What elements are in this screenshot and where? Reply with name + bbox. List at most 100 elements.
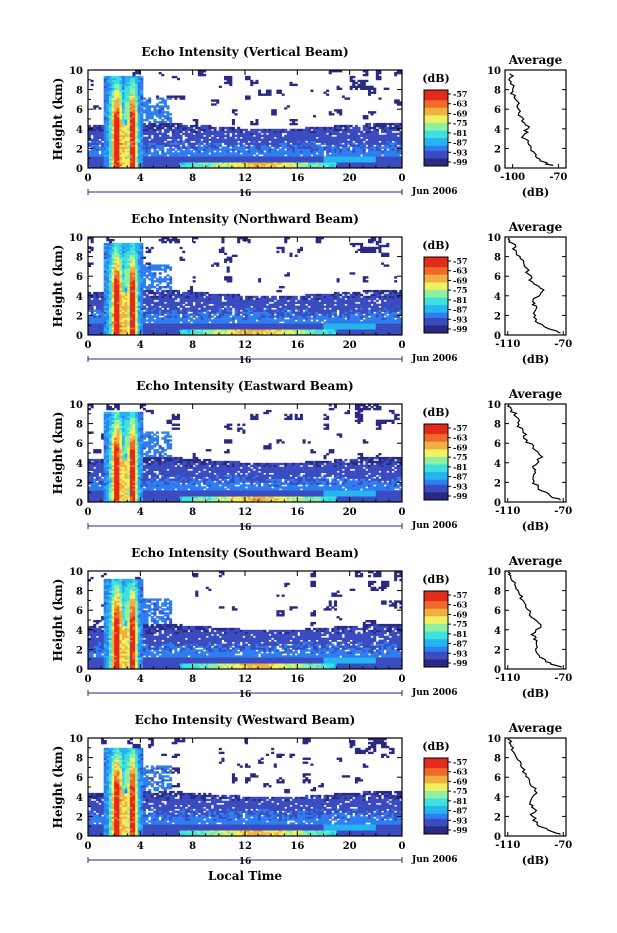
echo-cell xyxy=(258,129,261,131)
echo-cell xyxy=(227,276,230,278)
echo-cell xyxy=(240,311,243,313)
echo-cell xyxy=(104,76,107,78)
echo-cell xyxy=(287,131,290,133)
echo-cell xyxy=(339,125,342,127)
colorbar-swatch xyxy=(424,123,448,126)
echo-cell xyxy=(211,319,214,321)
echo-cell xyxy=(180,323,183,325)
echo-cell xyxy=(164,241,167,243)
heatmap xyxy=(88,70,402,168)
echo-cell xyxy=(284,129,287,131)
y-tick-label: 4 xyxy=(76,125,83,136)
echo-cell xyxy=(143,311,146,313)
x-tick-label: 20 xyxy=(343,173,357,184)
echo-cell xyxy=(211,264,214,266)
echo-cell xyxy=(148,156,151,158)
profile-y-tick-label: 2 xyxy=(494,144,501,155)
echo-cell xyxy=(203,74,206,76)
echo-cell xyxy=(159,97,162,99)
echo-cell xyxy=(185,304,188,306)
echo-cell xyxy=(180,294,183,296)
echo-cell xyxy=(279,90,282,92)
echo-cell xyxy=(159,317,162,319)
echo-cell xyxy=(310,156,313,158)
echo-cell xyxy=(365,123,368,125)
x-tick-label: 12 xyxy=(238,173,252,184)
echo-cell xyxy=(227,127,230,129)
echo-cell xyxy=(214,294,217,296)
echo-cell xyxy=(216,131,219,133)
echo-cell xyxy=(201,152,204,154)
echo-cell xyxy=(143,298,146,300)
echo-cell xyxy=(352,127,355,129)
echo-cell xyxy=(329,154,332,156)
echo-cell xyxy=(174,290,177,292)
echo-cell xyxy=(167,95,170,97)
echo-cell xyxy=(344,125,347,127)
echo-cell xyxy=(394,123,397,125)
echo-cell xyxy=(146,99,149,101)
echo-cell xyxy=(143,264,146,266)
echo-cell xyxy=(329,127,332,129)
echo-cell xyxy=(355,82,358,84)
echo-cell xyxy=(229,308,232,310)
echo-cell xyxy=(295,129,298,131)
echo-cell xyxy=(371,92,374,94)
echo-cell xyxy=(219,249,222,251)
colorbar-swatch xyxy=(424,113,448,116)
echo-cell xyxy=(208,306,211,308)
echo-cell xyxy=(151,105,154,107)
echo-cell xyxy=(263,129,266,131)
echo-cell xyxy=(245,150,248,152)
echo-cell xyxy=(180,257,183,259)
echo-cell xyxy=(242,129,245,131)
x-tick-label: 8 xyxy=(189,173,196,184)
echo-cell xyxy=(156,125,159,127)
echo-cell xyxy=(193,129,196,131)
echo-cell xyxy=(195,131,198,133)
echo-cell xyxy=(146,262,149,264)
echo-cell xyxy=(289,119,292,121)
echo-cell xyxy=(232,127,235,129)
echo-cell xyxy=(148,249,151,251)
echo-cell xyxy=(214,103,217,105)
colorbar-swatch xyxy=(424,93,448,96)
echo-cell xyxy=(368,111,371,113)
echo-cell xyxy=(167,141,170,143)
echo-cell xyxy=(381,156,384,158)
echo-cell xyxy=(167,290,170,292)
echo-cell xyxy=(381,123,384,125)
echo-cell xyxy=(187,313,190,315)
echo-cell xyxy=(350,86,353,88)
colorbar-swatch xyxy=(424,156,448,159)
echo-cell xyxy=(219,148,222,150)
echo-cell xyxy=(211,99,214,101)
echo-cell xyxy=(339,148,342,150)
echo-cell xyxy=(235,113,238,115)
echo-cell xyxy=(172,123,175,125)
echo-cell xyxy=(378,123,381,125)
colorbar-swatch xyxy=(424,161,448,164)
echo-cell xyxy=(300,129,303,131)
colorbar-swatch xyxy=(424,158,448,161)
echo-cell xyxy=(240,154,243,156)
echo-cell xyxy=(214,127,217,129)
echo-cell xyxy=(368,123,371,125)
echo-cell xyxy=(203,144,206,146)
echo-cell xyxy=(316,139,319,141)
profile-y-tick-label: 10 xyxy=(487,66,501,77)
echo-cell xyxy=(125,76,128,78)
echo-cell xyxy=(177,141,180,143)
echo-cell xyxy=(203,313,206,315)
colorbar-swatch xyxy=(424,146,448,149)
echo-cell xyxy=(174,123,177,125)
echo-cell xyxy=(308,127,311,129)
echo-cell xyxy=(153,280,156,282)
echo-cell xyxy=(159,101,162,103)
echo-cell xyxy=(180,123,183,125)
echo-cell xyxy=(334,109,337,111)
echo-cell xyxy=(156,103,159,105)
colorbar-swatch xyxy=(424,148,448,151)
echo-cell xyxy=(229,152,232,154)
